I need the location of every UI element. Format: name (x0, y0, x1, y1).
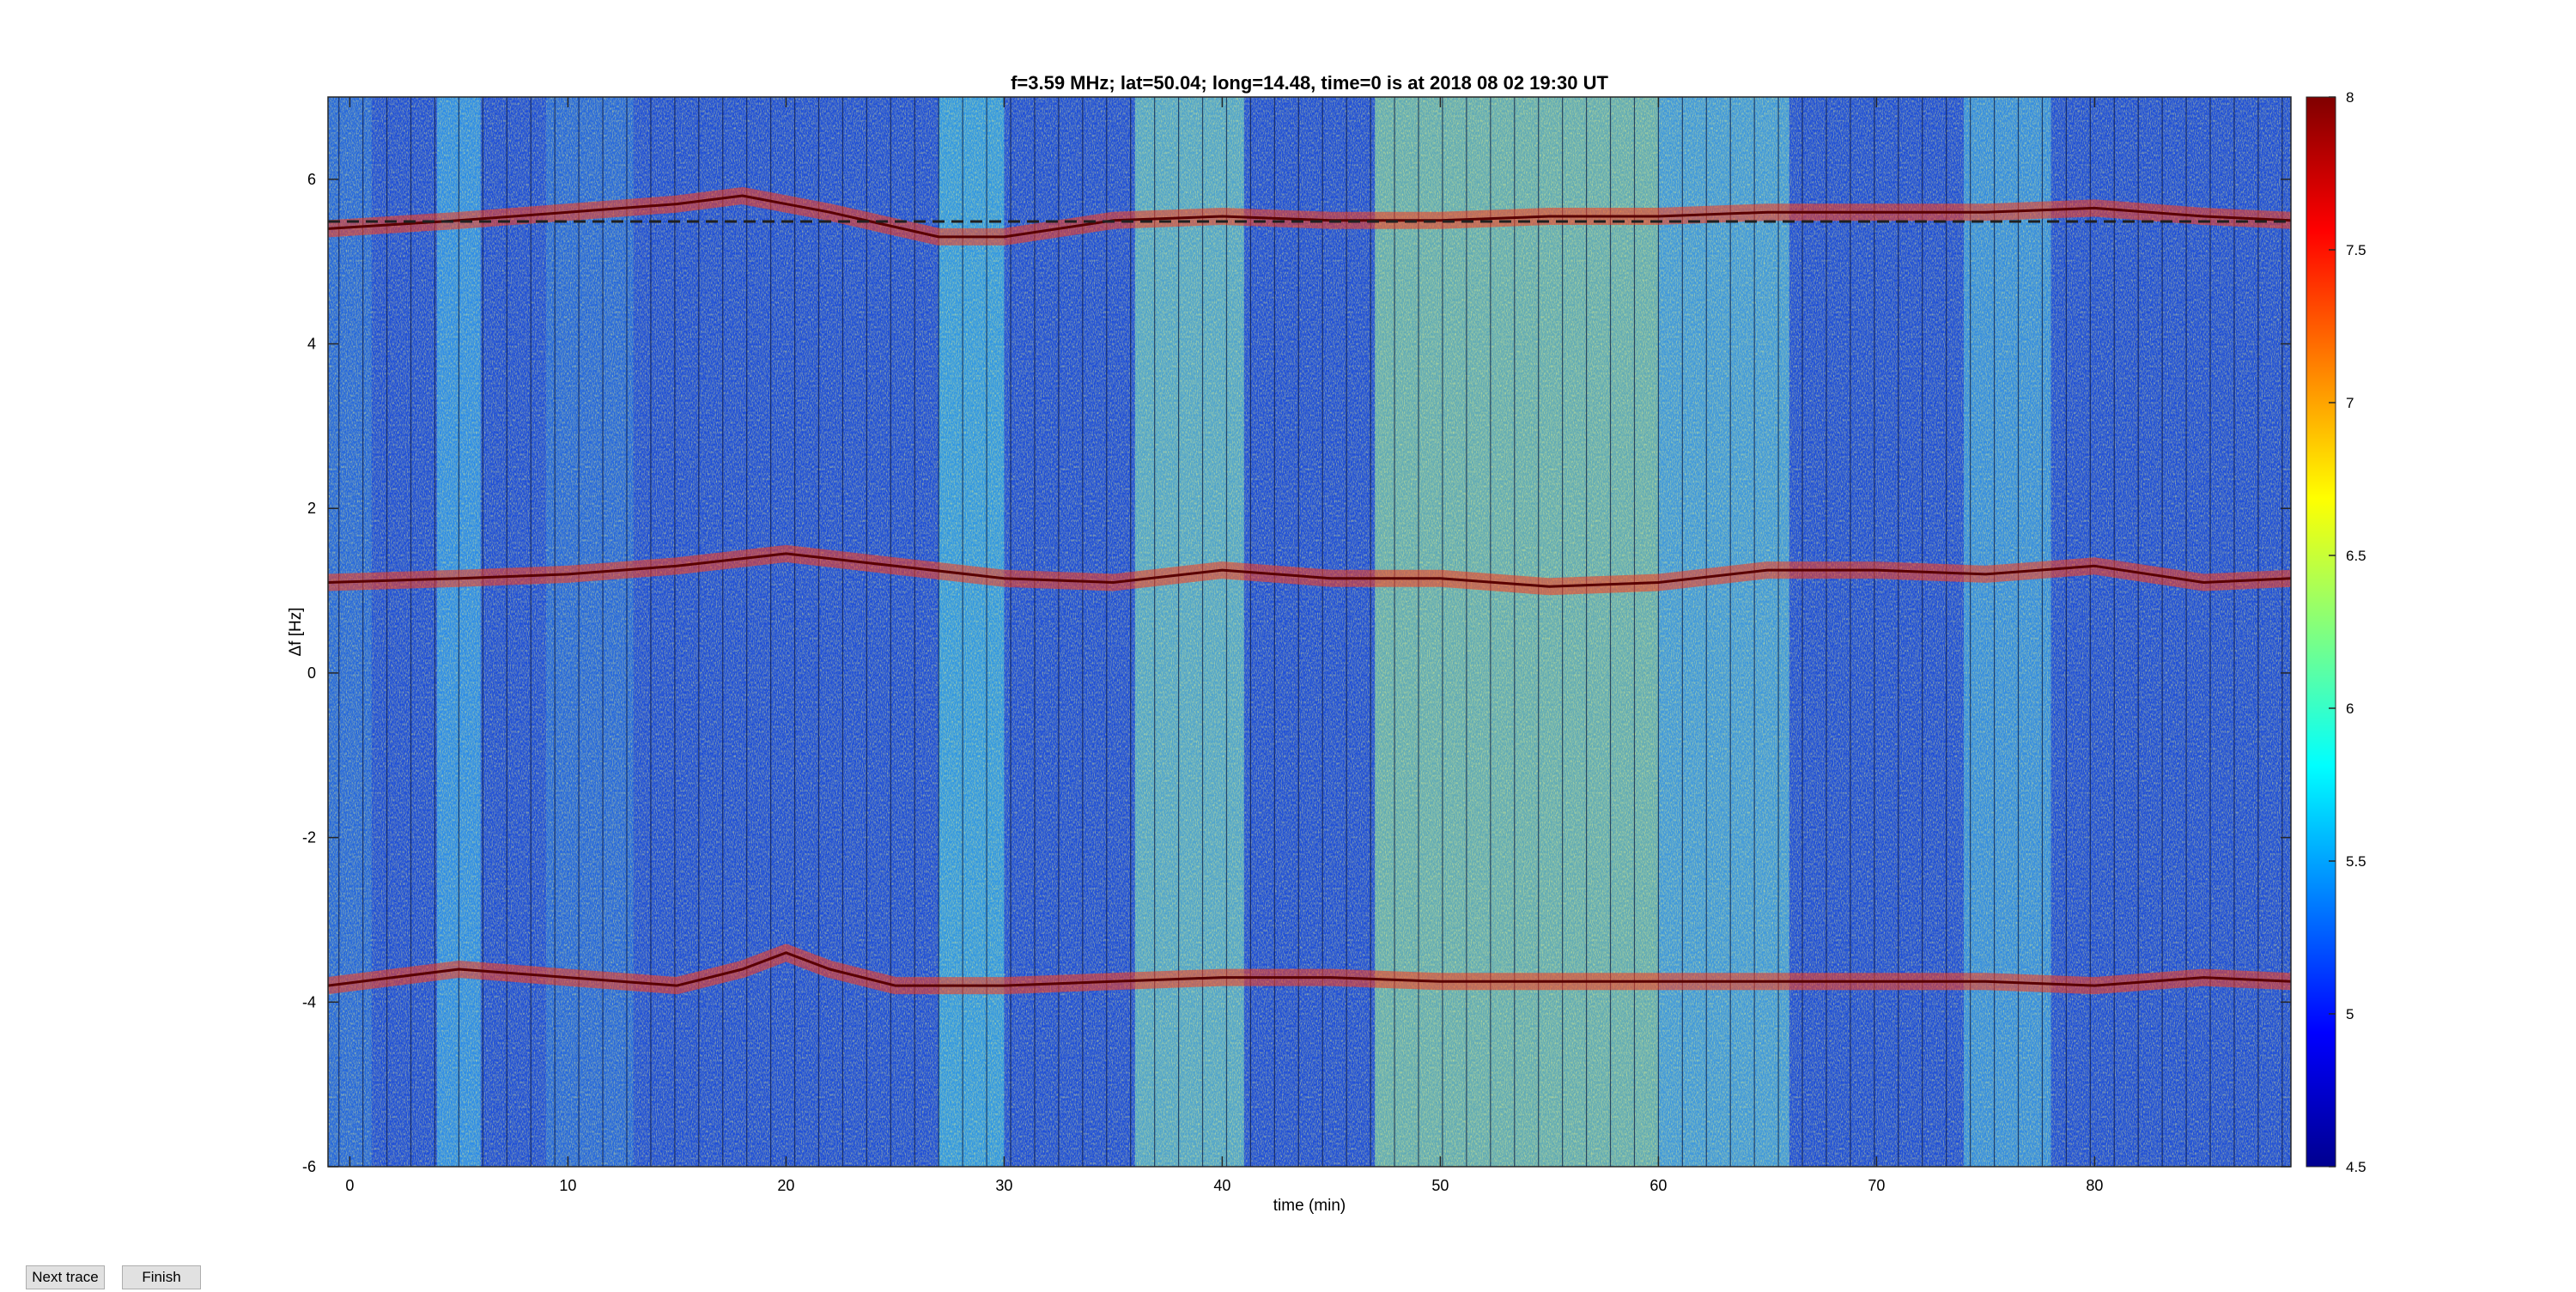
colorbar-tick-label: 7 (2346, 395, 2354, 411)
x-tick-label: 30 (995, 1177, 1012, 1194)
x-tick-label: 40 (1213, 1177, 1230, 1194)
chart-title: f=3.59 MHz; lat=50.04; long=14.48, time=… (1011, 72, 1608, 94)
colorbar-ticks: 4.5 5 5.5 6 6.5 7 7.5 8 (2329, 89, 2366, 1175)
x-tick-label: 20 (777, 1177, 794, 1194)
x-tick-label: 0 (345, 1177, 354, 1194)
colorbar-tick-label: 7.5 (2346, 242, 2366, 258)
x-tick-label: 10 (559, 1177, 576, 1194)
y-tick-label: -6 (302, 1158, 316, 1175)
y-tick-label: -2 (302, 829, 316, 846)
y-tick-label: 2 (307, 500, 316, 517)
colorbar-tick-label: 8 (2346, 89, 2354, 106)
x-tick-label: 60 (1649, 1177, 1667, 1194)
trace-line-2 (328, 951, 2291, 987)
finish-button[interactable]: Finish (122, 1265, 201, 1289)
x-axis-ticks: 0 10 20 30 40 50 60 70 80 (345, 97, 2103, 1194)
next-trace-button[interactable]: Next trace (26, 1265, 105, 1289)
y-tick-label: 4 (307, 336, 316, 353)
heatmap-speckle (328, 97, 2291, 1167)
y-axis-ticks: -6 -4 -2 0 2 4 6 (302, 171, 2291, 1175)
y-tick-label: 0 (307, 664, 316, 682)
x-tick-label: 50 (1431, 1177, 1449, 1194)
colorbar-tick-label: 5.5 (2346, 853, 2366, 870)
x-axis-label: time (min) (1273, 1197, 1346, 1215)
colorbar-tick-label: 6.5 (2346, 548, 2366, 564)
x-tick-label: 70 (1868, 1177, 1885, 1194)
trace-lines (328, 187, 2291, 995)
colorbar (2306, 96, 2336, 1168)
y-tick-label: 6 (307, 171, 316, 188)
colorbar-tick-label: 4.5 (2346, 1159, 2366, 1175)
y-tick-label: -4 (302, 993, 316, 1010)
heatmap-plot-area (328, 97, 2291, 1167)
plot-frame (327, 96, 2292, 1168)
x-tick-label: 80 (2086, 1177, 2103, 1194)
y-axis-label: Δf [Hz] (287, 607, 305, 656)
trace-line-1 (328, 552, 2291, 588)
colorbar-tick-label: 6 (2346, 701, 2354, 717)
trace-line-0 (328, 194, 2291, 239)
colorbar-tick-label: 5 (2346, 1006, 2354, 1022)
